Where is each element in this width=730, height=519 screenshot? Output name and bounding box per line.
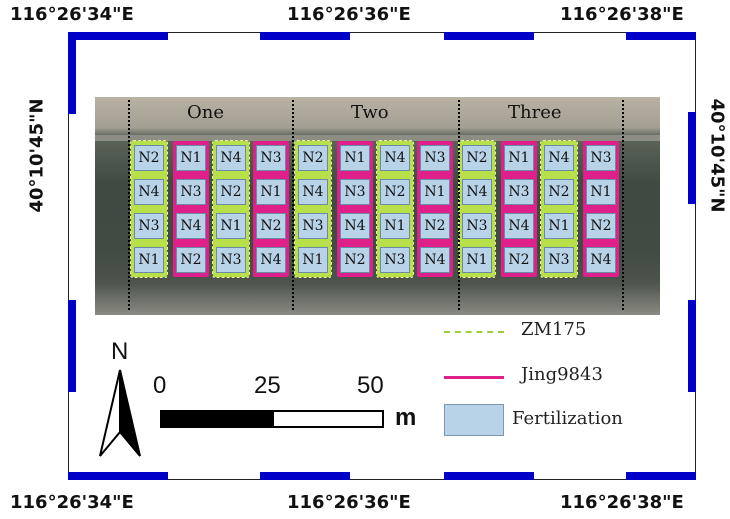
- legend-zm175-swatch: [444, 331, 504, 333]
- replicate-label-three: Three: [508, 102, 562, 123]
- plot-cell: N2: [420, 213, 450, 239]
- plot-cell: N3: [298, 213, 328, 239]
- replicate-label-two: Two: [351, 102, 389, 123]
- plot-cell: N2: [340, 247, 370, 273]
- plot-cell: N2: [586, 213, 616, 239]
- plot-cell: N3: [504, 179, 534, 205]
- legend-fertilization-label: Fertilization: [512, 408, 623, 429]
- legend-jing9843-label: Jing9843: [521, 364, 603, 385]
- plot-cell: N1: [420, 179, 450, 205]
- plot-cell: N3: [134, 213, 164, 239]
- frame-right-seg-2: [688, 300, 696, 392]
- frame-bottom-seg-4: [626, 472, 696, 480]
- plot-cell: N4: [504, 213, 534, 239]
- frame-bottom-seg-1: [68, 472, 168, 480]
- replicate-divider: [128, 100, 130, 310]
- bottom-coord-center: 116°26'36"E: [287, 492, 411, 513]
- plot-cell: N2: [504, 247, 534, 273]
- plot-cell: N2: [544, 179, 574, 205]
- north-label: N: [111, 338, 128, 366]
- plot-cell: N4: [216, 145, 246, 171]
- replicate-divider: [292, 100, 294, 310]
- legend-fertilization-swatch: [444, 404, 504, 436]
- plot-cell: N1: [256, 179, 286, 205]
- plot-cell: N2: [176, 247, 206, 273]
- top-coord-center: 116°26'36"E: [287, 4, 411, 25]
- left-coord: 40°10'45"N: [27, 98, 48, 212]
- frame-bottom-seg-3: [444, 472, 534, 480]
- plot-cell: N3: [380, 247, 410, 273]
- plot-cell: N2: [134, 145, 164, 171]
- scale-unit: m: [395, 404, 416, 432]
- frame-bottom-seg-2: [260, 472, 350, 480]
- scale-bar-black: [160, 410, 272, 428]
- frame-top-seg-1: [68, 32, 168, 40]
- plot-cell: N4: [420, 247, 450, 273]
- plot-cell: N1: [462, 247, 492, 273]
- replicate-divider: [622, 100, 624, 310]
- plot-cell: N3: [176, 179, 206, 205]
- plot-cell: N2: [298, 145, 328, 171]
- top-coord-left: 116°26'34"E: [10, 4, 134, 25]
- plot-cell: N4: [380, 145, 410, 171]
- plot-cell: N4: [176, 213, 206, 239]
- frame-top-seg-3: [444, 32, 534, 40]
- frame-top-seg-4: [626, 32, 696, 40]
- right-coord: 40°10'45"N: [707, 98, 728, 212]
- plot-cell: N3: [216, 247, 246, 273]
- top-coord-right: 116°26'38"E: [560, 4, 684, 25]
- plot-cell: N1: [380, 213, 410, 239]
- scale-tick-25: 25: [254, 372, 281, 400]
- plot-cell: N2: [256, 213, 286, 239]
- plot-cell: N4: [256, 247, 286, 273]
- frame-left-seg-2: [68, 300, 76, 392]
- plot-cell: N3: [340, 179, 370, 205]
- replicate-label-one: One: [187, 102, 224, 123]
- plot-cell: N1: [134, 247, 164, 273]
- plot-cell: N4: [586, 247, 616, 273]
- legend-jing9843-swatch: [444, 376, 504, 379]
- plot-cell: N4: [544, 145, 574, 171]
- replicate-divider: [458, 100, 460, 310]
- plot-cell: N3: [256, 145, 286, 171]
- scale-tick-0: 0: [153, 372, 166, 400]
- plot-cell: N3: [544, 247, 574, 273]
- legend-zm175-label: ZM175: [521, 319, 586, 340]
- north-arrow-icon: [96, 368, 144, 460]
- plot-cell: N1: [216, 213, 246, 239]
- plot-cell: N1: [586, 179, 616, 205]
- plot-cell: N1: [176, 145, 206, 171]
- frame-right-seg-1: [688, 112, 696, 204]
- plot-cell: N4: [298, 179, 328, 205]
- plot-cell: N3: [462, 213, 492, 239]
- scale-tick-50: 50: [357, 372, 384, 400]
- plot-cell: N3: [420, 145, 450, 171]
- plot-cell: N4: [134, 179, 164, 205]
- frame-left-seg-1: [68, 32, 76, 114]
- plot-cell: N1: [544, 213, 574, 239]
- plot-cell: N4: [462, 179, 492, 205]
- scale-bar-white: [272, 410, 384, 428]
- plot-cell: N3: [586, 145, 616, 171]
- plot-cell: N1: [340, 145, 370, 171]
- plot-cell: N2: [216, 179, 246, 205]
- bottom-coord-left: 116°26'34"E: [10, 492, 134, 513]
- frame-top-seg-2: [260, 32, 350, 40]
- plot-cell: N4: [340, 213, 370, 239]
- bottom-coord-right: 116°26'38"E: [560, 492, 684, 513]
- plot-cell: N1: [298, 247, 328, 273]
- plot-cell: N2: [462, 145, 492, 171]
- plot-cell: N1: [504, 145, 534, 171]
- plot-cell: N2: [380, 179, 410, 205]
